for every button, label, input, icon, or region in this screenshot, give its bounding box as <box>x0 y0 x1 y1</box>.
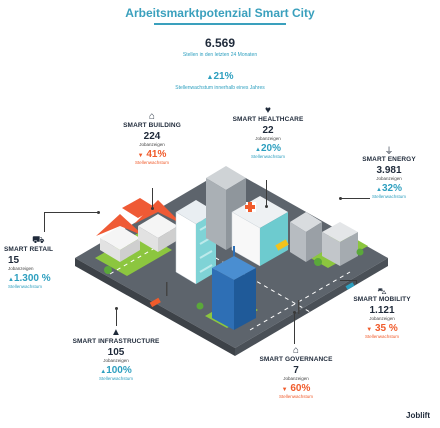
blue-car <box>345 282 355 290</box>
sector-growth: ▲32% <box>376 183 402 194</box>
sector-building: ⌂ SMART BUILDING 224 Jobanzeigen ▼ 41% S… <box>110 111 194 166</box>
sector-value-caption: Jobanzeigen <box>8 266 34 271</box>
sector-growth: ▼ 60% <box>281 383 311 394</box>
sector-energy: ⏚ SMART ENERGY 3.981 Jobanzeigen ▲32% St… <box>352 146 426 199</box>
sector-value-caption: Jobanzeigen <box>255 136 281 141</box>
sector-value: 15 <box>8 255 20 266</box>
sector-growth-caption: Stellenwachstum <box>98 376 134 381</box>
total-growth-value: ▲21% <box>206 71 234 82</box>
page-title: Arbeitsmarktpotenzial Smart City <box>125 6 315 20</box>
arrow-up-icon: ▲ <box>206 74 214 81</box>
sector-value: 105 <box>107 347 125 358</box>
tree <box>196 302 204 310</box>
connector-governance <box>294 312 295 344</box>
sector-name: SMART BUILDING <box>123 122 181 129</box>
total-jobs-caption: Stellen in den letzten 24 Monaten <box>182 52 258 58</box>
tree <box>104 266 112 274</box>
sector-growth: ▲1.300 % <box>8 273 51 284</box>
arrow-up-icon: ▲ <box>376 187 382 193</box>
sector-name: SMART GOVERNANCE <box>259 356 333 363</box>
connector-energy <box>340 198 370 199</box>
arrow-up-icon: ▲ <box>100 369 107 375</box>
sector-growth: ▲100% <box>100 365 132 376</box>
red-roof-houses <box>96 198 182 262</box>
red-car <box>149 297 161 308</box>
sector-name: SMART INFRASTRUCTURE <box>72 338 160 345</box>
sector-growth: ▼ 41% <box>137 149 167 160</box>
government-building-icon: ⌂ <box>292 345 300 356</box>
sector-growth: ▼ 35 % <box>366 323 398 334</box>
sector-value-caption: Jobanzeigen <box>376 176 402 181</box>
sector-name: SMART RETAIL <box>4 246 54 253</box>
connector-infrastructure <box>116 308 117 326</box>
sector-name: SMART ENERGY <box>362 156 416 163</box>
sector-name: SMART HEALTHCARE <box>232 116 304 123</box>
total-jobs-value: 6.569 <box>204 36 236 50</box>
sector-infrastructure: ▲ SMART INFRASTRUCTURE 105 Jobanzeigen ▲… <box>64 327 168 382</box>
hospital-building <box>231 196 288 267</box>
sector-value-caption: Jobanzeigen <box>103 358 129 363</box>
sector-value: 224 <box>143 131 161 142</box>
sector-name: SMART MOBILITY <box>353 296 411 303</box>
arrow-down-icon: ▼ <box>366 327 373 333</box>
total-growth-caption: Stellenwachstum innerhalb eines Jahres <box>175 85 265 91</box>
sector-value-caption: Jobanzeigen <box>369 316 395 321</box>
house-icon: ⌂ <box>148 111 156 122</box>
health-hand-icon: ♥ <box>265 105 271 116</box>
arrow-up-icon: ▲ <box>8 277 14 283</box>
sector-mobility: ⛍ SMART MOBILITY 1.121 Jobanzeigen ▼ 35 … <box>342 286 422 339</box>
sector-healthcare: ♥ SMART HEALTHCARE 22 Jobanzeigen ▲20% S… <box>226 105 310 160</box>
sector-value: 7 <box>293 365 299 376</box>
car-icon: ⛍ <box>377 286 387 296</box>
road-icon: ▲ <box>111 327 121 338</box>
sector-retail: ⛟ SMART RETAIL 15 Jobanzeigen ▲1.300 % S… <box>4 235 76 290</box>
sector-value-caption: Jobanzeigen <box>139 142 165 147</box>
street-light <box>298 300 300 314</box>
street-light <box>166 282 168 296</box>
blue-tower <box>212 246 256 330</box>
connector-building <box>152 188 153 208</box>
arrow-up-icon: ▲ <box>255 147 261 153</box>
arrow-down-icon: ▼ <box>281 387 288 393</box>
sector-growth: ▲20% <box>255 143 281 154</box>
cart-icon: ⛟ <box>32 235 45 246</box>
sector-value: 3.981 <box>376 165 402 176</box>
sector-value: 22 <box>262 125 274 136</box>
sector-value: 1.121 <box>369 305 395 316</box>
sector-value-caption: Jobanzeigen <box>283 376 309 381</box>
sector-growth-caption: Stellenwachstum <box>371 194 407 199</box>
tree <box>356 248 364 256</box>
tree <box>314 258 322 266</box>
brand-logo: Joblift <box>406 411 430 420</box>
title-underline <box>154 23 286 25</box>
connector-healthcare <box>266 180 267 206</box>
arrow-down-icon: ▼ <box>137 153 144 159</box>
sector-growth-caption: Stellenwachstum <box>134 160 170 165</box>
sector-governance: ⌂ SMART GOVERNANCE 7 Jobanzeigen ▼ 60% S… <box>250 345 342 400</box>
sector-growth-caption: Stellenwachstum <box>278 394 314 399</box>
plug-icon: ⏚ <box>384 146 394 156</box>
connector-mobility <box>356 280 357 284</box>
sector-growth-caption: Stellenwachstum <box>8 284 43 289</box>
connector-retail <box>44 212 45 232</box>
sector-growth-caption: Stellenwachstum <box>364 334 400 339</box>
sector-growth-caption: Stellenwachstum <box>250 154 286 159</box>
grey-blocks-right <box>290 212 358 266</box>
yellow-bus <box>275 239 289 251</box>
